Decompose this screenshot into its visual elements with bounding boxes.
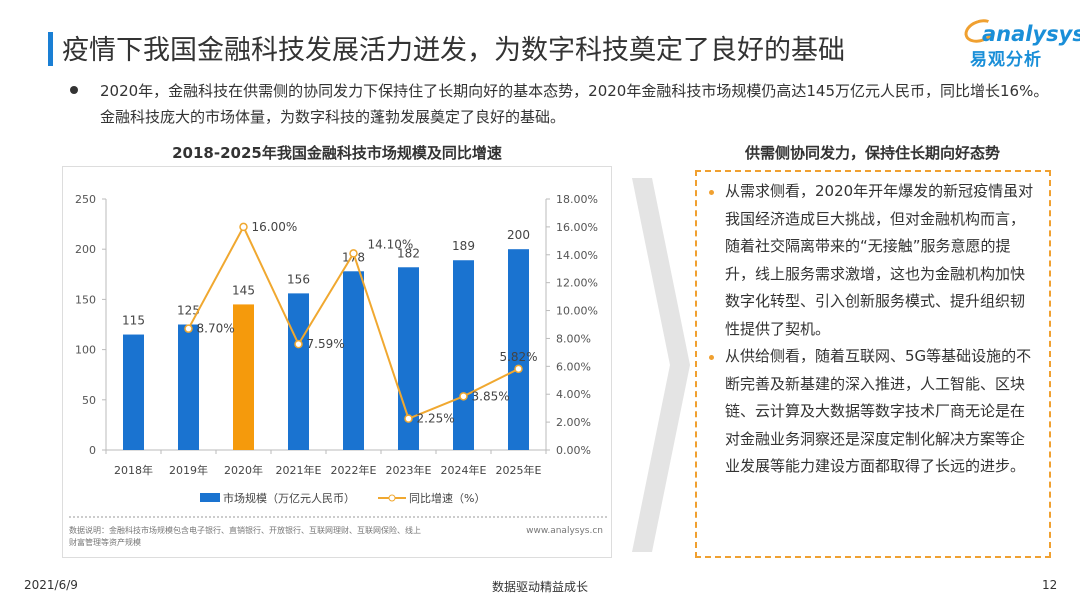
footer-date: 2021/6/9 bbox=[24, 578, 78, 592]
bar-value-label: 115 bbox=[122, 314, 145, 328]
legend-bar-label: 市场规模（万亿元人民币） bbox=[223, 491, 355, 505]
data-note-line2: 财富管理等资产规模 bbox=[69, 537, 141, 547]
bar-value-label: 125 bbox=[177, 304, 200, 318]
side-item-text: 从需求侧看，2020年开年爆发的新冠疫情虽对我国经济造成巨大挑战，但对金融机构而… bbox=[725, 182, 1034, 338]
bullet-icon bbox=[709, 190, 714, 195]
bar-value-label: 156 bbox=[287, 272, 310, 286]
chart-container: 0 50 100 150 200 250 0.00% 2.00% 4.00% 6.00% 8.00%… bbox=[62, 166, 612, 558]
footer-slogan: 数据驱动精益成长 bbox=[491, 580, 588, 594]
bar-value-label: 189 bbox=[452, 239, 475, 253]
side-title: 供需侧协同发力，保持住长期向好态势 bbox=[744, 144, 1000, 162]
growth-value-label: 5.82% bbox=[499, 350, 537, 364]
y-left-tick-label: 0 bbox=[89, 444, 96, 457]
y-right-tick-label: 4.00% bbox=[556, 388, 591, 401]
y-right-tick-label: 10.00% bbox=[556, 305, 598, 318]
y-left-tick-label: 200 bbox=[75, 243, 96, 256]
logo-text-en: analysys bbox=[982, 22, 1080, 46]
side-item: 从需求侧看，2020年开年爆发的新冠疫情虽对我国经济造成巨大挑战，但对金融机构而… bbox=[709, 178, 1039, 343]
chart-title: 2018-2025年我国金融科技市场规模及同比增速 bbox=[172, 144, 502, 162]
bar-value-label: 182 bbox=[397, 246, 420, 260]
legend-bar-swatch bbox=[200, 493, 220, 502]
data-note-line1: 数据说明：金融科技市场规模包含电子银行、直销银行、开放银行、互联网理财、互联网保… bbox=[69, 525, 421, 535]
bar bbox=[288, 293, 309, 450]
growth-point bbox=[239, 222, 248, 232]
y-left-tick-label: 50 bbox=[82, 394, 96, 407]
bar bbox=[178, 324, 199, 450]
x-tick-label: 2025年E bbox=[496, 463, 542, 477]
growth-point bbox=[514, 364, 523, 374]
x-tick-label: 2018年 bbox=[114, 463, 153, 477]
side-item: 从供给侧看，随着互联网、5G等基础设施的不断完善及新基建的深入推进，人工智能、区… bbox=[709, 343, 1039, 481]
y-left-tick-label: 150 bbox=[75, 293, 96, 306]
bar bbox=[343, 271, 364, 450]
x-tick-label: 2023年E bbox=[386, 463, 432, 477]
bar-value-label: 145 bbox=[232, 283, 255, 297]
intro-text: 2020年，金融科技在供需侧的协同发力下保持住了长期向好的基本态势，2020年金… bbox=[100, 82, 1049, 126]
growth-point bbox=[459, 392, 468, 401]
growth-value-label: 14.10% bbox=[368, 237, 414, 251]
x-tick-label: 2021年E bbox=[276, 463, 322, 477]
bar bbox=[233, 304, 254, 450]
bar bbox=[508, 249, 529, 450]
bar bbox=[453, 260, 474, 450]
y-right-tick-label: 16.00% bbox=[556, 221, 598, 234]
growth-value-label: 16.00% bbox=[252, 220, 298, 234]
y-left-tick-label: 100 bbox=[75, 344, 96, 357]
growth-value-label: 7.59% bbox=[307, 337, 345, 351]
source-label: www.analysys.cn bbox=[526, 526, 603, 536]
page-title: 疫情下我国金融科技发展活力迸发，为数字科技奠定了良好的基础 bbox=[62, 35, 845, 66]
growth-value-label: 8.70% bbox=[197, 322, 235, 336]
title-accent-bar bbox=[48, 32, 53, 66]
chevron-arrow-icon bbox=[632, 178, 690, 552]
y-left-tick-label: 250 bbox=[75, 193, 96, 206]
x-tick-label: 2024年E bbox=[441, 463, 487, 477]
growth-point bbox=[404, 414, 413, 423]
bullet-icon bbox=[709, 355, 714, 360]
y-right-tick-label: 2.00% bbox=[556, 416, 591, 429]
y-right-tick-label: 12.00% bbox=[556, 277, 598, 290]
bullet-icon bbox=[70, 86, 78, 94]
x-tick-label: 2020年 bbox=[224, 463, 263, 477]
side-item-text: 从供给侧看，随着互联网、5G等基础设施的不断完善及新基建的深入推进，人工智能、区… bbox=[725, 347, 1032, 475]
chart-svg: 0 50 100 150 200 250 0.00% 2.00% 4.00% 6.00% 8.00%… bbox=[69, 193, 607, 547]
y-right-tick-label: 14.00% bbox=[556, 249, 598, 262]
y-right-tick-label: 6.00% bbox=[556, 360, 591, 373]
legend-line-label: 同比增速（%） bbox=[409, 491, 485, 505]
x-tick-label: 2022年E bbox=[331, 463, 377, 477]
growth-value-label: 2.25% bbox=[417, 412, 455, 426]
growth-point bbox=[184, 324, 193, 333]
y-right-tick-label: 0.00% bbox=[556, 444, 591, 457]
bar bbox=[123, 334, 144, 450]
side-box: 从需求侧看，2020年开年爆发的新冠疫情虽对我国经济造成巨大挑战，但对金融机构而… bbox=[695, 170, 1051, 558]
y-right-tick-label: 18.00% bbox=[556, 193, 598, 206]
legend-line-marker bbox=[388, 494, 396, 502]
bar-value-label: 200 bbox=[507, 228, 530, 242]
growth-value-label: 3.85% bbox=[472, 389, 510, 403]
analysys-logo: analysys 易观分析 bbox=[960, 15, 1080, 70]
x-tick-label: 2019年 bbox=[169, 463, 208, 477]
growth-point bbox=[349, 249, 358, 258]
y-right-tick-label: 8.00% bbox=[556, 332, 591, 345]
logo-text-cn: 易观分析 bbox=[970, 50, 1042, 70]
growth-point bbox=[294, 339, 303, 349]
page-number: 12 bbox=[1042, 578, 1058, 592]
